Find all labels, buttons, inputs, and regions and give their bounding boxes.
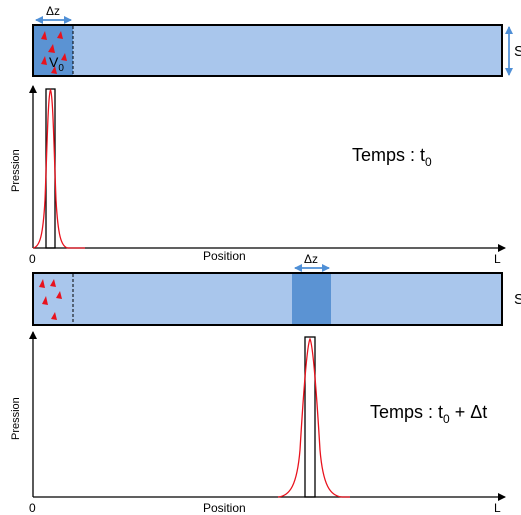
s-label-bottom: S	[514, 291, 521, 308]
particle	[57, 31, 63, 39]
particle	[41, 31, 47, 40]
particle	[51, 66, 57, 74]
end-label-bottom: L	[494, 501, 501, 515]
tube-bottom-slice	[292, 274, 331, 324]
plot-top: Pression Position 0 L Temps : t0	[10, 85, 506, 266]
gaussian-curve-bottom	[277, 337, 350, 498]
time-label-top: Temps : t0	[352, 145, 432, 169]
volume-label: V0	[49, 54, 64, 74]
particle	[42, 296, 48, 305]
particle	[56, 291, 62, 299]
tube-bottom-body	[32, 272, 503, 326]
xlabel-bottom: Position	[203, 501, 246, 515]
ylabel-top: Pression	[10, 149, 22, 192]
particle	[50, 279, 56, 287]
dz-dimension-top: Δz	[35, 4, 72, 24]
dz-label-bottom: Δz	[304, 252, 318, 266]
gaussian-curve-top	[32, 88, 85, 249]
pressure-pulse-rect-bottom	[304, 336, 316, 498]
plot-bottom: Pression Position 0 L Temps : t0 + Δt	[10, 331, 506, 515]
s-dimension-top: S	[505, 26, 521, 76]
dz-label-top: Δz	[46, 4, 60, 18]
time-label-bottom: Temps : t0 + Δt	[370, 402, 487, 426]
pressure-pulse-rect-top	[45, 88, 56, 249]
xlabel-top: Position	[203, 249, 246, 263]
dz-dimension-bottom: Δz	[294, 252, 330, 272]
particle	[51, 312, 57, 320]
tube-top: V0	[32, 24, 503, 77]
particles-top	[41, 31, 67, 74]
particle	[48, 44, 55, 53]
ylabel-bottom: Pression	[10, 397, 22, 440]
origin-bottom: 0	[29, 501, 36, 515]
particle	[39, 279, 45, 288]
s-label-top: S	[514, 43, 521, 60]
tube-bottom	[32, 272, 503, 326]
tube-top-body	[32, 24, 503, 77]
end-label-top: L	[494, 252, 501, 266]
particle	[41, 56, 47, 65]
particle	[61, 53, 67, 61]
particles-bottom	[39, 279, 62, 320]
origin-top: 0	[29, 252, 36, 266]
